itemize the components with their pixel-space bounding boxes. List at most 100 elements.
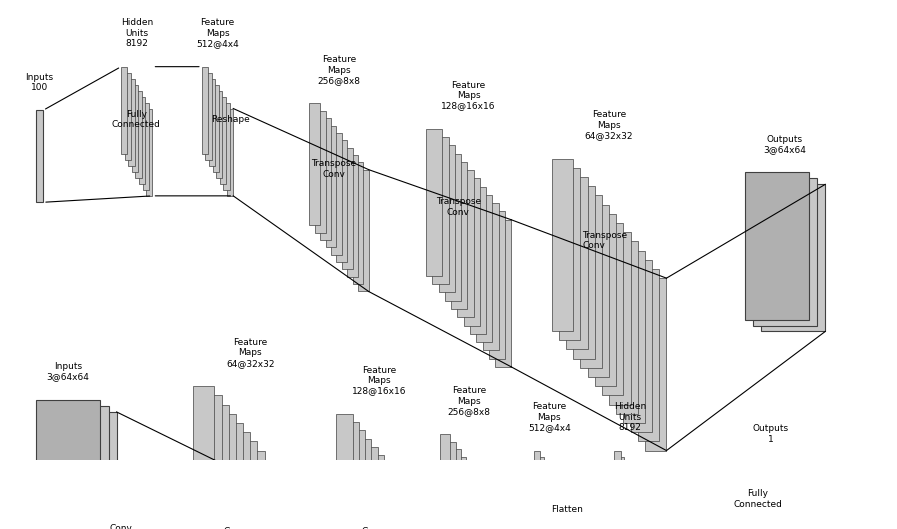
FancyBboxPatch shape <box>135 90 142 178</box>
Text: Feature
Maps
128@16x16: Feature Maps 128@16x16 <box>352 366 406 395</box>
FancyBboxPatch shape <box>342 148 353 269</box>
FancyBboxPatch shape <box>488 500 499 529</box>
FancyBboxPatch shape <box>631 260 652 432</box>
FancyBboxPatch shape <box>616 241 638 414</box>
FancyBboxPatch shape <box>125 72 131 160</box>
FancyBboxPatch shape <box>139 97 145 184</box>
FancyBboxPatch shape <box>632 480 639 529</box>
Text: Outputs
3@64x64: Outputs 3@64x64 <box>763 134 806 154</box>
Text: Conv: Conv <box>109 524 133 529</box>
FancyBboxPatch shape <box>368 455 384 529</box>
FancyBboxPatch shape <box>534 451 540 529</box>
FancyBboxPatch shape <box>132 85 138 172</box>
FancyBboxPatch shape <box>640 492 646 529</box>
FancyBboxPatch shape <box>457 170 474 317</box>
FancyBboxPatch shape <box>555 487 562 529</box>
FancyBboxPatch shape <box>472 479 483 529</box>
FancyBboxPatch shape <box>128 79 135 166</box>
FancyBboxPatch shape <box>566 177 588 350</box>
Text: Conv: Conv <box>361 526 385 529</box>
FancyBboxPatch shape <box>573 186 595 359</box>
FancyBboxPatch shape <box>146 108 152 196</box>
FancyBboxPatch shape <box>358 170 369 291</box>
FancyBboxPatch shape <box>622 462 628 529</box>
FancyBboxPatch shape <box>623 251 645 423</box>
FancyBboxPatch shape <box>315 111 326 233</box>
FancyBboxPatch shape <box>629 475 635 529</box>
FancyBboxPatch shape <box>44 406 109 529</box>
Text: Feature
Maps
128@16x16: Feature Maps 128@16x16 <box>441 80 496 111</box>
FancyBboxPatch shape <box>236 441 257 529</box>
Text: Transpose
Conv: Transpose Conv <box>311 159 356 179</box>
FancyBboxPatch shape <box>439 145 455 293</box>
FancyBboxPatch shape <box>588 205 609 377</box>
FancyBboxPatch shape <box>52 412 117 529</box>
Text: Transpose
Conv: Transpose Conv <box>436 197 481 216</box>
Text: Transpose
Conv: Transpose Conv <box>582 231 627 250</box>
FancyBboxPatch shape <box>456 457 466 529</box>
FancyBboxPatch shape <box>220 97 226 184</box>
FancyBboxPatch shape <box>393 488 409 529</box>
FancyBboxPatch shape <box>336 414 353 529</box>
Text: Hidden
Units
8192: Hidden Units 8192 <box>614 403 646 432</box>
FancyBboxPatch shape <box>537 457 544 529</box>
FancyBboxPatch shape <box>399 497 415 529</box>
FancyBboxPatch shape <box>638 269 659 441</box>
FancyBboxPatch shape <box>489 212 505 359</box>
Text: Inputs
100: Inputs 100 <box>25 72 54 92</box>
FancyBboxPatch shape <box>552 159 573 331</box>
Text: Feature
Maps
512@4x4: Feature Maps 512@4x4 <box>196 19 239 48</box>
FancyBboxPatch shape <box>450 449 461 529</box>
Text: Flatten: Flatten <box>552 505 583 514</box>
Text: Fully
Connected: Fully Connected <box>734 489 782 508</box>
FancyBboxPatch shape <box>745 172 809 320</box>
FancyBboxPatch shape <box>451 162 467 309</box>
FancyBboxPatch shape <box>361 447 378 529</box>
FancyBboxPatch shape <box>229 432 250 529</box>
Text: Reshape: Reshape <box>211 115 250 124</box>
FancyBboxPatch shape <box>205 72 212 160</box>
FancyBboxPatch shape <box>207 405 229 529</box>
FancyBboxPatch shape <box>257 469 279 529</box>
FancyBboxPatch shape <box>227 108 233 196</box>
FancyBboxPatch shape <box>483 203 499 350</box>
FancyBboxPatch shape <box>36 400 100 529</box>
FancyBboxPatch shape <box>466 471 477 529</box>
Text: Feature
Maps
512@4x4: Feature Maps 512@4x4 <box>528 403 570 432</box>
FancyBboxPatch shape <box>336 140 347 262</box>
Text: Conv: Conv <box>223 526 247 529</box>
FancyBboxPatch shape <box>483 494 493 529</box>
FancyBboxPatch shape <box>495 220 511 367</box>
FancyBboxPatch shape <box>349 430 365 529</box>
FancyBboxPatch shape <box>614 451 621 529</box>
FancyBboxPatch shape <box>595 214 616 386</box>
Text: Outputs
1: Outputs 1 <box>753 424 788 444</box>
FancyBboxPatch shape <box>470 187 486 334</box>
FancyBboxPatch shape <box>286 506 308 529</box>
FancyBboxPatch shape <box>544 469 551 529</box>
FancyBboxPatch shape <box>753 178 817 325</box>
FancyBboxPatch shape <box>193 386 214 529</box>
Text: Feature
Maps
256@8x8: Feature Maps 256@8x8 <box>318 55 361 85</box>
FancyBboxPatch shape <box>121 67 127 154</box>
Text: Fully
Connected: Fully Connected <box>112 110 161 129</box>
FancyBboxPatch shape <box>209 79 215 166</box>
FancyBboxPatch shape <box>645 278 666 451</box>
FancyBboxPatch shape <box>216 90 222 178</box>
FancyBboxPatch shape <box>445 153 461 300</box>
FancyBboxPatch shape <box>374 463 390 529</box>
FancyBboxPatch shape <box>243 451 265 529</box>
FancyBboxPatch shape <box>222 423 243 529</box>
FancyBboxPatch shape <box>426 129 442 276</box>
FancyBboxPatch shape <box>272 487 293 529</box>
FancyBboxPatch shape <box>265 478 286 529</box>
FancyBboxPatch shape <box>477 486 488 529</box>
FancyBboxPatch shape <box>202 67 208 154</box>
FancyBboxPatch shape <box>214 414 236 529</box>
FancyBboxPatch shape <box>552 480 558 529</box>
FancyBboxPatch shape <box>347 155 358 277</box>
FancyBboxPatch shape <box>355 439 371 529</box>
FancyBboxPatch shape <box>602 223 623 395</box>
Text: Feature
Maps
64@32x32: Feature Maps 64@32x32 <box>226 338 274 368</box>
FancyBboxPatch shape <box>476 195 492 342</box>
